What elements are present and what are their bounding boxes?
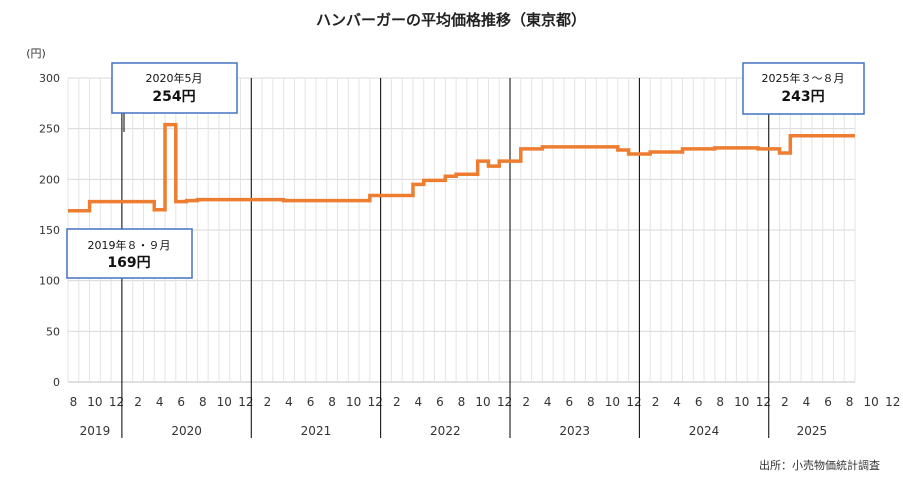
x-tick-label: 6 (177, 395, 185, 409)
x-tick-label: 12 (109, 395, 124, 409)
callout-value: 169円 (107, 255, 150, 271)
callout-value: 243円 (781, 89, 824, 105)
callout-value: 254円 (152, 89, 195, 105)
x-tick-label: 2 (264, 395, 272, 409)
y-tick-label: 200 (39, 173, 60, 186)
x-tick-label: 8 (716, 395, 724, 409)
x-tick-label: 6 (695, 395, 703, 409)
x-tick-label: 6 (436, 395, 444, 409)
x-tick-label: 4 (803, 395, 811, 409)
year-label: 2023 (559, 424, 590, 438)
x-tick-label: 2 (393, 395, 401, 409)
callout-2019-aug-sep: 2019年８・９月 169円 (66, 228, 193, 279)
x-tick-label: 8 (458, 395, 466, 409)
source-note: 出所：小売物価統計調査 (759, 458, 880, 472)
x-tick-label: 10 (864, 395, 879, 409)
x-tick-label: 10 (734, 395, 749, 409)
year-label: 2024 (689, 424, 720, 438)
x-tick-label: 10 (346, 395, 361, 409)
year-label: 2025 (797, 424, 828, 438)
x-tick-label: 8 (199, 395, 207, 409)
x-tick-label: 6 (307, 395, 315, 409)
callout-2025-mar-aug: 2025年３～８月 243円 (742, 62, 865, 115)
x-tick-label: 4 (156, 395, 164, 409)
x-tick-label: 10 (87, 395, 102, 409)
x-tick-label: 6 (565, 395, 573, 409)
year-label: 2021 (301, 424, 332, 438)
x-tick-label: 12 (626, 395, 641, 409)
y-axis-ticks: 0 50 100 150 200 250 300 (39, 72, 60, 389)
x-tick-label: 4 (415, 395, 423, 409)
year-labels: 2019 2020 2021 2022 2023 2024 2025 (80, 424, 827, 438)
callout-box (111, 62, 238, 114)
year-label: 2020 (171, 424, 202, 438)
x-tick-label: 10 (475, 395, 490, 409)
x-tick-label: 12 (497, 395, 512, 409)
x-tick-label: 10 (605, 395, 620, 409)
x-tick-label: 2 (134, 395, 142, 409)
x-tick-label: 10 (217, 395, 232, 409)
x-tick-label: 2 (522, 395, 530, 409)
x-tick-label: 12 (756, 395, 771, 409)
x-tick-label: 8 (587, 395, 595, 409)
x-axis-ticks: 8 10 12 2 4 6 8 10 12 2 4 6 8 10 12 2 4 6 8 10 12 2 4 6 8 10 12 2 4 6… (70, 395, 901, 409)
year-label: 2019 (80, 424, 111, 438)
y-tick-label: 250 (39, 123, 60, 136)
year-label: 2022 (430, 424, 461, 438)
x-tick-label: 4 (673, 395, 681, 409)
callout-date: 2025年３～８月 (762, 71, 845, 85)
x-tick-label: 12 (238, 395, 253, 409)
callout-date: 2020年5月 (146, 71, 203, 85)
x-tick-label: 4 (285, 395, 293, 409)
year-dividers (121, 78, 770, 438)
y-tick-label: 100 (39, 275, 60, 288)
callout-2020-may: 2020年5月 254円 (111, 62, 238, 132)
x-tick-label: 12 (368, 395, 383, 409)
y-tick-label: 0 (53, 376, 60, 389)
x-tick-label: 2 (781, 395, 789, 409)
x-tick-label: 8 (70, 395, 78, 409)
y-tick-label: 150 (39, 224, 60, 237)
price-step-line (68, 122, 855, 213)
callout-box (742, 62, 865, 115)
x-tick-label: 6 (824, 395, 832, 409)
price-series (68, 122, 855, 213)
x-tick-label: 4 (544, 395, 552, 409)
x-tick-label: 12 (885, 395, 900, 409)
callout-date: 2019年８・９月 (88, 238, 171, 252)
callout-box (66, 228, 193, 279)
y-tick-label: 300 (39, 72, 60, 85)
x-tick-label: 8 (328, 395, 336, 409)
y-tick-label: 50 (46, 325, 60, 338)
x-tick-label: 8 (846, 395, 854, 409)
y-axis-unit: (円) (26, 47, 46, 60)
chart-title: ハンバーガーの平均価格推移（東京都） (316, 11, 586, 29)
x-tick-label: 2 (652, 395, 660, 409)
